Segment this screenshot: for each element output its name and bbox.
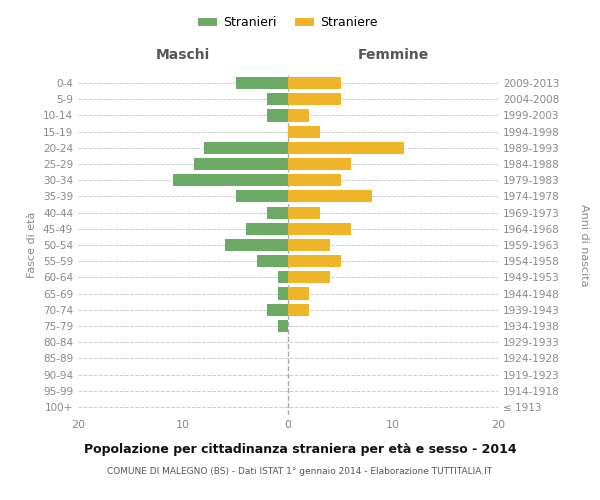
Bar [288, 206, 320, 218]
Bar [267, 206, 288, 218]
Bar [277, 320, 288, 332]
Bar [267, 93, 288, 106]
Text: COMUNE DI MALEGNO (BS) - Dati ISTAT 1° gennaio 2014 - Elaborazione TUTTITALIA.IT: COMUNE DI MALEGNO (BS) - Dati ISTAT 1° g… [107, 468, 493, 476]
Bar [288, 255, 341, 268]
Bar [235, 190, 288, 202]
Bar [288, 142, 404, 154]
Bar [246, 222, 288, 235]
Legend: Stranieri, Straniere: Stranieri, Straniere [193, 11, 383, 34]
Text: Popolazione per cittadinanza straniera per età e sesso - 2014: Popolazione per cittadinanza straniera p… [83, 442, 517, 456]
Bar [277, 288, 288, 300]
Bar [225, 239, 288, 251]
Y-axis label: Fasce di età: Fasce di età [28, 212, 37, 278]
Bar [288, 288, 309, 300]
Bar [235, 77, 288, 89]
Bar [288, 110, 309, 122]
Text: Maschi: Maschi [156, 48, 210, 62]
Bar [267, 110, 288, 122]
Bar [173, 174, 288, 186]
Text: Femmine: Femmine [358, 48, 428, 62]
Bar [288, 174, 341, 186]
Bar [288, 239, 330, 251]
Bar [193, 158, 288, 170]
Bar [267, 304, 288, 316]
Bar [288, 77, 341, 89]
Bar [288, 158, 351, 170]
Bar [288, 222, 351, 235]
Bar [204, 142, 288, 154]
Bar [288, 190, 372, 202]
Bar [288, 272, 330, 283]
Bar [277, 272, 288, 283]
Y-axis label: Anni di nascita: Anni di nascita [579, 204, 589, 286]
Bar [288, 93, 341, 106]
Bar [288, 304, 309, 316]
Bar [257, 255, 288, 268]
Bar [288, 126, 320, 138]
